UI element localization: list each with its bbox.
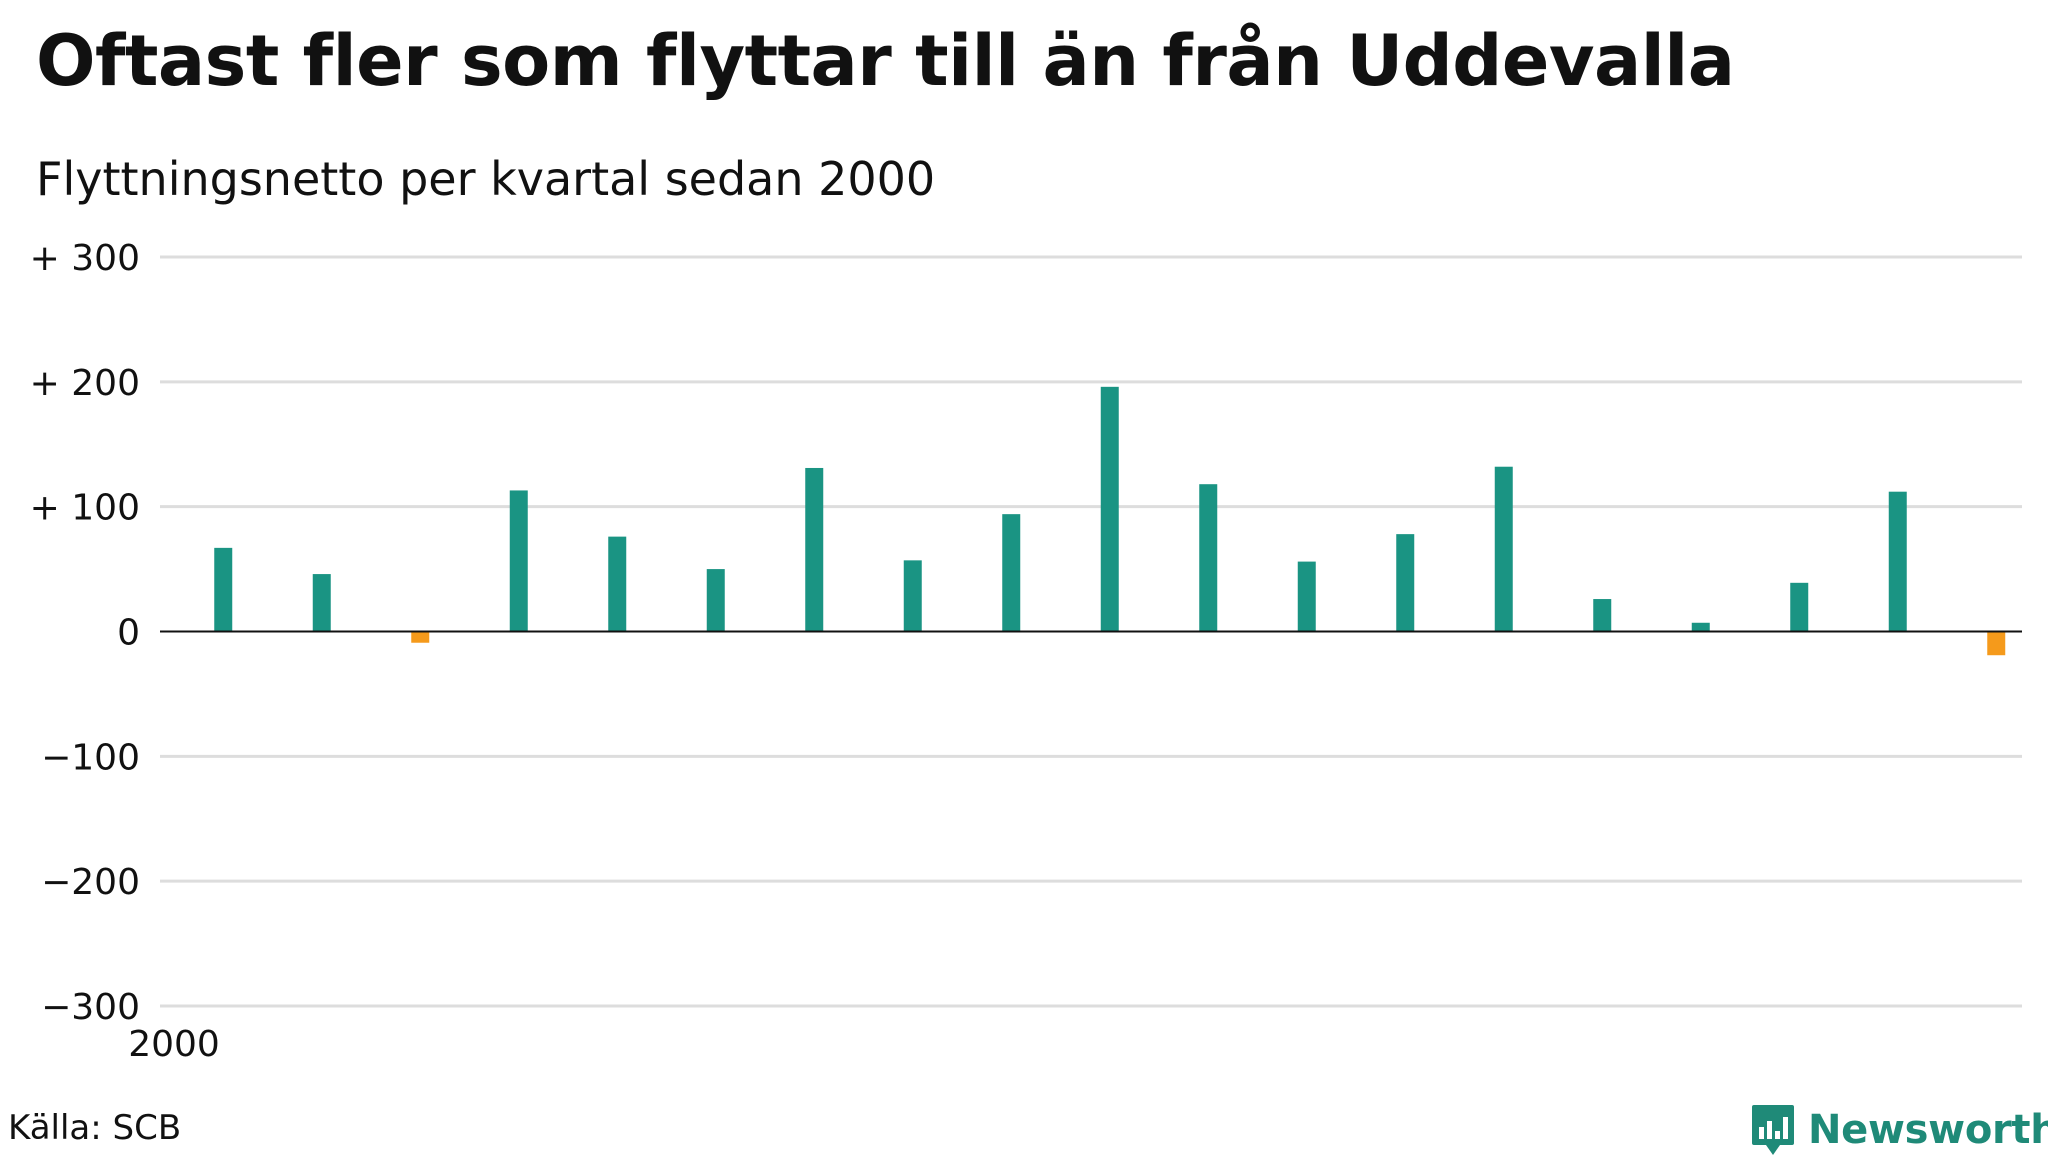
bar-positive bbox=[1691, 622, 1710, 632]
bar-positive bbox=[1100, 386, 1119, 632]
y-tick-label: + 300 bbox=[30, 238, 140, 279]
bar-positive bbox=[1297, 561, 1316, 632]
bar-negative bbox=[411, 631, 430, 643]
y-tick-label: −200 bbox=[41, 862, 140, 903]
bar-positive bbox=[1494, 466, 1513, 632]
bar-positive bbox=[1593, 599, 1612, 632]
source-label: Källa: SCB bbox=[8, 1108, 182, 1148]
y-tick-label: 0 bbox=[117, 613, 140, 654]
bars bbox=[214, 386, 2006, 656]
bar-positive bbox=[1888, 491, 1907, 632]
bar-positive bbox=[608, 536, 627, 632]
y-tick-label: + 200 bbox=[30, 363, 140, 404]
bar-positive bbox=[214, 547, 233, 632]
bar-positive bbox=[805, 467, 824, 632]
bar-positive bbox=[509, 490, 528, 632]
bar-negative bbox=[1987, 631, 2006, 656]
gridlines bbox=[160, 255, 2022, 1008]
bar-positive bbox=[1199, 484, 1218, 632]
newsworthy-logo: Newsworthy bbox=[1750, 1100, 2048, 1160]
y-tick-label: −100 bbox=[41, 737, 140, 778]
bar-positive bbox=[903, 560, 922, 632]
chart-title: Oftast fler som flyttar till än från Udd… bbox=[36, 20, 1735, 102]
newsworthy-logo-icon bbox=[1752, 1105, 1794, 1155]
brand-name: Newsworthy bbox=[1808, 1107, 2048, 1153]
y-tick-label: + 100 bbox=[30, 488, 140, 529]
bar-positive bbox=[1002, 514, 1021, 632]
bar-positive bbox=[706, 569, 725, 632]
bar-positive bbox=[312, 574, 331, 632]
chart-subtitle: Flyttningsnetto per kvartal sedan 2000 bbox=[36, 152, 936, 206]
x-tick-label: 2000 bbox=[128, 1024, 220, 1065]
y-tick-label: −300 bbox=[41, 987, 140, 1028]
bar-positive bbox=[1396, 534, 1415, 632]
bar-positive bbox=[1790, 582, 1809, 632]
